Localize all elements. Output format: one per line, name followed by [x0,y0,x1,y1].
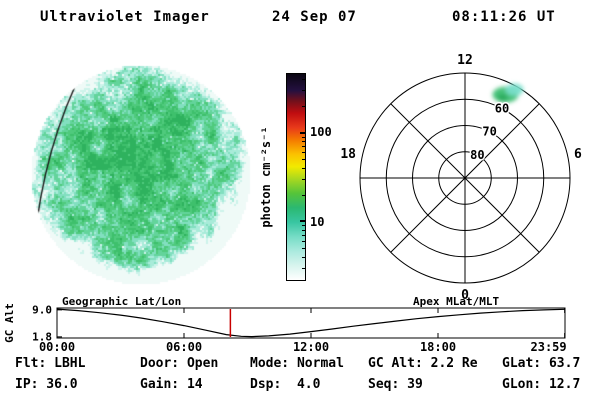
status-seq: Seq: 39 [368,377,423,392]
colorbar-tick-label: 100 [310,125,332,140]
mlt-label-18: 18 [340,147,356,162]
mlat-label: 70 [482,125,496,139]
colorbar-minor-tick [302,179,305,181]
strip-xtick-label: 06:00 [166,340,202,354]
strip-xtick-label: 18:00 [420,340,456,354]
status-dsp: Dsp: 4.0 [250,377,321,392]
colorbar-minor-tick [302,90,305,92]
aurora-blob [492,83,524,103]
mlt-label-6: 6 [574,147,582,162]
strip-left-title: Geographic Lat/Lon [62,295,181,308]
gc-alt-curve [56,308,565,338]
uv-disk-image [30,64,252,286]
instrument-title: Ultraviolet Imager [40,9,210,25]
strip-ylabel: GC Alt [3,303,16,343]
polar-plot: 12 0 18 6 60 70 80 [340,53,582,302]
colorbar-minor-tick [302,106,305,108]
time-label: 08:11:26 UT [452,9,556,25]
colorbar-minor-tick [302,194,305,196]
strip-chart: Geographic Lat/Lon Apex MLat/MLT GC Alt 00:… [3,295,567,354]
colorbar-minor-tick [302,235,305,236]
colorbar-minor-tick [302,141,305,143]
strip-xtick-label: 12:00 [293,340,329,354]
colorbar-minor-tick [302,240,305,242]
mlat-label: 80 [470,148,484,162]
colorbar-minor-tick [302,146,305,148]
colorbar-tick-label: 10 [310,214,325,229]
status-mode: Mode: Normal [250,356,344,371]
strip-right-title: Apex MLat/MLT [413,295,499,308]
mlt-label-0: 0 [461,288,469,302]
colorbar-minor-tick [302,167,305,169]
status-flt: Flt: LBHL [15,356,86,371]
status-gain: Gain: 14 [140,377,203,392]
colorbar-ticks: 100 10 [310,73,350,281]
aurora-blob-cyan [505,83,524,96]
strip-xtick-label: 00:00 [39,340,75,354]
colorbar-unit-label: photon cm⁻²s⁻¹ [259,126,273,228]
mlt-label-12: 12 [457,53,473,68]
colorbar-tick-mark [300,131,305,134]
mlt-spoke [390,103,540,253]
strip-ytick-label: 9.0 [32,303,52,316]
status-gc-alt: GC Alt: 2.2 Re [368,356,478,371]
status-ip: IP: 36.0 [15,377,78,392]
colorbar-gradient [287,74,305,280]
colorbar-minor-tick [302,159,305,161]
date-label: 24 Sep 07 [272,9,357,25]
status-glat: GLat: 63.7 [502,356,581,371]
colorbar-minor-tick [302,229,305,231]
strip-xtick-label: 23:59 [531,340,567,354]
strip-ytick-label: 1.8 [32,330,52,343]
status-door: Door: Open [140,356,219,371]
colorbar-minor-tick [302,136,305,138]
colorbar-minor-tick [302,225,305,227]
colorbar-minor-tick [302,152,305,154]
colorbar [286,73,306,281]
colorbar-minor-tick [302,247,305,249]
mlat-label: 60 [495,101,509,115]
colorbar-minor-tick [302,256,305,258]
colorbar-minor-tick [302,79,305,81]
colorbar-minor-tick [302,267,305,269]
aurora-blob-dark [497,94,508,102]
colorbar-tick-mark [300,220,305,223]
status-glon: GLon: 12.7 [502,377,581,392]
